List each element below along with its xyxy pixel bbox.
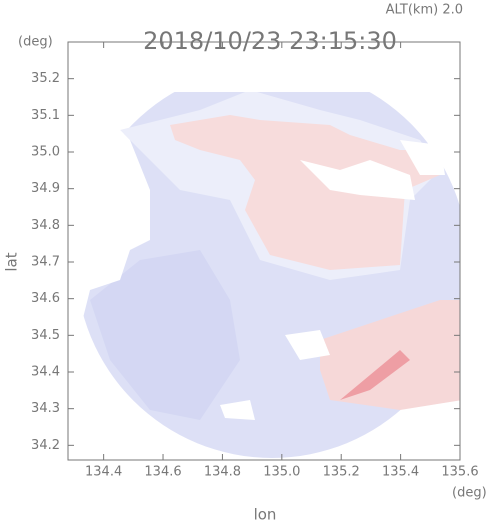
x-unit: (deg) <box>452 486 487 501</box>
y-tick-label: 35.0 <box>31 145 60 160</box>
plot-frame <box>67 41 461 461</box>
y-tick-label: 34.2 <box>31 438 60 453</box>
y-tick-label: 34.9 <box>31 181 60 196</box>
x-tick-label: 135.6 <box>441 465 478 480</box>
x-tick-label: 135.2 <box>323 465 360 480</box>
x-tick-label: 134.4 <box>85 465 122 480</box>
y-tick-label: 34.7 <box>31 255 60 270</box>
y-tick-label: 35.2 <box>31 71 60 86</box>
x-axis-label: lon <box>254 506 277 521</box>
y-tick-label: 34.4 <box>31 365 60 380</box>
x-tick-label: 135.0 <box>263 465 300 480</box>
y-axis-label: lat <box>3 252 21 271</box>
y-tick-label: 34.3 <box>31 401 60 416</box>
chart-title: 2018/10/23 23:15:30 <box>143 27 397 55</box>
y-tick-label: 34.6 <box>31 291 60 306</box>
y-unit: (deg) <box>18 35 53 50</box>
y-tick-label: 35.1 <box>31 108 60 123</box>
y-tick-label: 34.8 <box>31 218 60 233</box>
x-tick-label: 135.4 <box>382 465 419 480</box>
radar-field <box>68 42 460 458</box>
altitude-label: ALT(km) 2.0 <box>386 3 463 18</box>
x-tick-label: 134.6 <box>144 465 181 480</box>
x-tick-label: 134.8 <box>204 465 241 480</box>
y-tick-label: 34.5 <box>31 328 60 343</box>
